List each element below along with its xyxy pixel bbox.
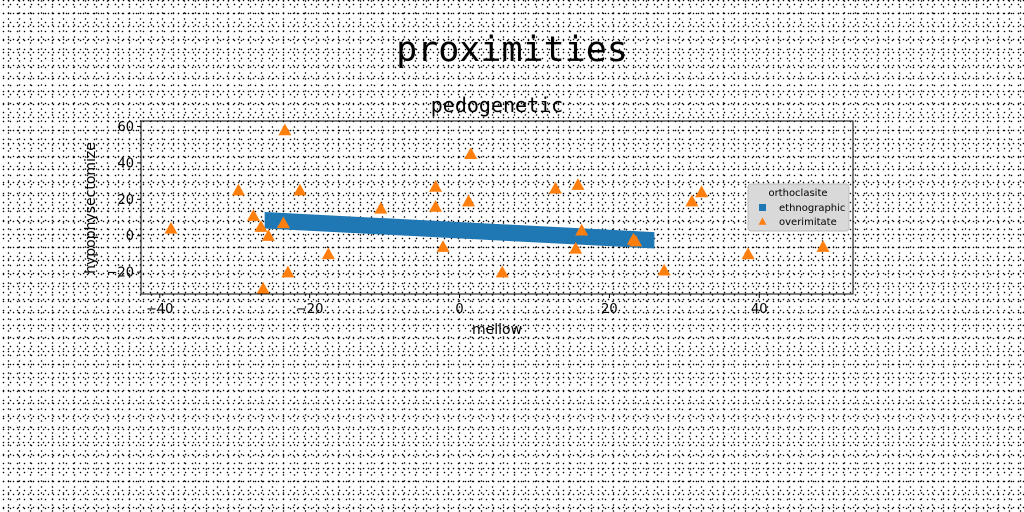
- data-point-overimitate: [495, 265, 509, 278]
- y-tick-label: 0: [126, 229, 134, 244]
- x-tick-label: 40: [751, 302, 768, 317]
- y-axis-label: hypophysectomize: [83, 142, 99, 274]
- data-point-overimitate: [575, 223, 589, 236]
- data-point-overimitate: [741, 247, 755, 260]
- legend-marker-triangle: [758, 217, 767, 225]
- data-point-overimitate: [254, 220, 268, 232]
- data-point-overimitate: [695, 185, 709, 198]
- data-point-overimitate: [571, 178, 585, 190]
- series-band-ethnographic: [264, 212, 655, 249]
- legend-box: [747, 183, 850, 232]
- data-point-overimitate: [276, 216, 290, 229]
- y-tick-label: 40: [117, 156, 134, 171]
- legend-title: orthoclasite: [768, 188, 827, 199]
- data-point-overimitate: [629, 234, 643, 247]
- legend-label-overimitate: overimitate: [779, 217, 837, 228]
- chart-marks: [164, 123, 830, 294]
- data-point-overimitate: [293, 183, 307, 196]
- y-tick-label: 60: [117, 120, 134, 135]
- y-tick-label: −20: [107, 266, 134, 281]
- data-point-overimitate: [278, 123, 292, 136]
- legend-marker-square: [759, 204, 766, 211]
- figure-suptitle: proximities: [396, 30, 628, 70]
- x-axis-label: mellow: [472, 322, 522, 338]
- data-point-overimitate: [429, 180, 443, 192]
- data-point-overimitate: [256, 282, 270, 294]
- data-point-overimitate: [657, 263, 671, 276]
- chart-title: pedogenetic: [431, 93, 563, 117]
- y-tick-label: 20: [117, 193, 134, 208]
- plot-frame: [140, 120, 854, 295]
- x-tick-label: −40: [146, 302, 173, 317]
- data-point-overimitate: [321, 247, 335, 260]
- data-point-overimitate: [462, 194, 476, 207]
- legend-label-ethnographic: ethnographic: [779, 203, 845, 214]
- x-tick-label: 0: [455, 302, 463, 317]
- data-point-overimitate: [246, 209, 260, 221]
- data-point-overimitate: [374, 201, 388, 214]
- legend: orthoclasite ethnographic overimitate: [747, 183, 850, 232]
- data-point-overimitate: [548, 181, 562, 194]
- data-point-overimitate: [816, 240, 830, 252]
- data-point-overimitate: [261, 229, 275, 241]
- y-axis-ticks: −20 0 20 40 60: [107, 120, 141, 281]
- data-point-overimitate: [464, 147, 478, 159]
- x-tick-label: 20: [601, 302, 618, 317]
- data-point-overimitate: [281, 265, 295, 278]
- data-point-overimitate: [436, 240, 450, 252]
- data-point-overimitate: [429, 200, 443, 212]
- data-point-overimitate: [685, 194, 699, 207]
- x-axis-ticks: −40 −20 0 20 40: [146, 294, 768, 317]
- data-point-overimitate: [569, 241, 583, 254]
- data-point-overimitate: [231, 183, 245, 196]
- data-point-overimitate: [164, 221, 178, 234]
- x-tick-label: −20: [296, 302, 323, 317]
